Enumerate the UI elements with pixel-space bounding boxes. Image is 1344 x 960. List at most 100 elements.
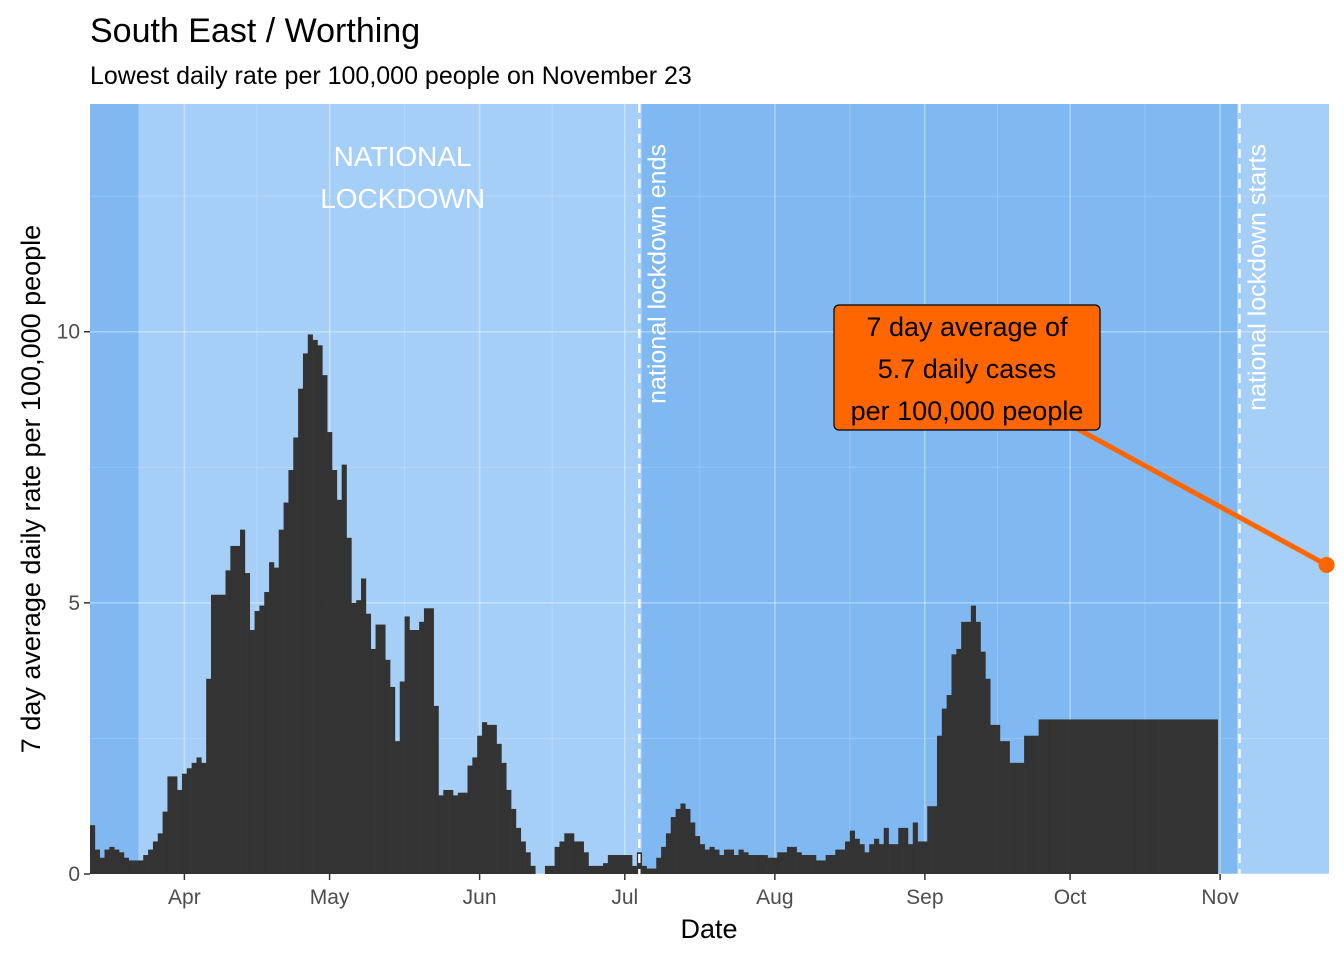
bar bbox=[428, 608, 434, 874]
bar bbox=[370, 648, 376, 874]
bar bbox=[511, 808, 517, 874]
bar bbox=[486, 724, 493, 874]
bar bbox=[1009, 762, 1015, 874]
bar bbox=[874, 838, 880, 874]
bar bbox=[791, 846, 797, 874]
bar bbox=[1120, 719, 1127, 874]
bar bbox=[472, 757, 478, 874]
bar bbox=[675, 808, 681, 874]
bar bbox=[767, 857, 773, 874]
bar bbox=[709, 846, 715, 874]
bar bbox=[685, 808, 691, 874]
bar bbox=[307, 334, 313, 874]
annotation-connector bbox=[1063, 419, 1328, 568]
chart-subtitle: Lowest daily rate per 100,000 people on … bbox=[90, 62, 692, 90]
bar bbox=[1130, 719, 1136, 874]
bar bbox=[699, 844, 705, 874]
bar bbox=[912, 822, 918, 874]
bar bbox=[99, 857, 105, 874]
bar bbox=[1174, 719, 1180, 874]
bar bbox=[670, 817, 676, 874]
bar bbox=[1140, 719, 1146, 874]
bar bbox=[573, 841, 580, 874]
bar bbox=[738, 849, 744, 874]
bar bbox=[583, 852, 589, 874]
bar bbox=[1004, 741, 1010, 874]
bar bbox=[520, 841, 526, 874]
bar bbox=[554, 846, 560, 874]
bar bbox=[530, 865, 536, 874]
bar bbox=[1116, 719, 1122, 874]
bar bbox=[1198, 719, 1204, 874]
bar bbox=[94, 849, 100, 874]
bar bbox=[975, 621, 981, 874]
bar bbox=[888, 844, 894, 874]
bar bbox=[786, 846, 793, 874]
bar bbox=[1208, 719, 1214, 874]
bar bbox=[298, 388, 304, 874]
bar bbox=[1038, 719, 1044, 874]
lockdown-label-line1: NATIONAL bbox=[334, 141, 472, 172]
bar bbox=[903, 827, 909, 874]
bar bbox=[569, 833, 575, 874]
bar bbox=[1019, 762, 1025, 874]
vline-label-0: national lockdown ends bbox=[643, 144, 671, 404]
bar bbox=[694, 836, 701, 874]
bar bbox=[578, 841, 584, 874]
bar bbox=[559, 841, 565, 874]
bar bbox=[859, 844, 865, 874]
bar bbox=[322, 375, 328, 874]
bar bbox=[704, 849, 710, 874]
bar bbox=[1077, 719, 1083, 874]
bar bbox=[549, 865, 555, 874]
bar bbox=[448, 789, 454, 874]
bar bbox=[612, 855, 618, 874]
bar bbox=[1188, 719, 1194, 874]
bar bbox=[404, 616, 410, 874]
bar bbox=[1072, 719, 1078, 874]
y-tick-label: 5 bbox=[68, 592, 80, 615]
bar bbox=[1024, 735, 1030, 874]
bar bbox=[956, 648, 962, 874]
bar bbox=[331, 470, 338, 874]
bar bbox=[1164, 719, 1170, 874]
bar bbox=[1067, 719, 1073, 874]
bar bbox=[728, 849, 734, 874]
bar bbox=[390, 686, 396, 874]
bar bbox=[1149, 719, 1156, 874]
bar bbox=[119, 852, 125, 874]
bar bbox=[936, 735, 943, 874]
bar bbox=[244, 573, 251, 874]
bar bbox=[714, 849, 720, 874]
bar bbox=[104, 849, 110, 874]
bar bbox=[995, 724, 1001, 874]
bar bbox=[438, 795, 444, 874]
bar bbox=[1096, 719, 1102, 874]
bar bbox=[801, 855, 807, 874]
bar bbox=[496, 743, 502, 874]
bar bbox=[922, 841, 928, 874]
bar bbox=[1082, 719, 1088, 874]
bar bbox=[196, 757, 202, 874]
x-tick-label: Aug bbox=[756, 886, 793, 909]
bar bbox=[288, 470, 294, 874]
bar bbox=[201, 762, 207, 874]
bar bbox=[1062, 719, 1068, 874]
annotation-line-1: 7 day average of bbox=[866, 312, 1068, 342]
bar bbox=[148, 849, 154, 874]
bar bbox=[1145, 719, 1151, 874]
bar bbox=[864, 852, 870, 874]
bar bbox=[1135, 719, 1141, 874]
bar bbox=[636, 852, 643, 874]
x-tick-label: Apr bbox=[168, 886, 201, 909]
bar bbox=[457, 792, 463, 874]
bar bbox=[1193, 719, 1199, 874]
bar bbox=[177, 789, 183, 874]
bar bbox=[603, 863, 609, 874]
bar bbox=[854, 838, 860, 874]
bar bbox=[1183, 719, 1189, 874]
bar bbox=[356, 600, 362, 874]
bar bbox=[254, 611, 260, 874]
bar bbox=[632, 865, 638, 874]
